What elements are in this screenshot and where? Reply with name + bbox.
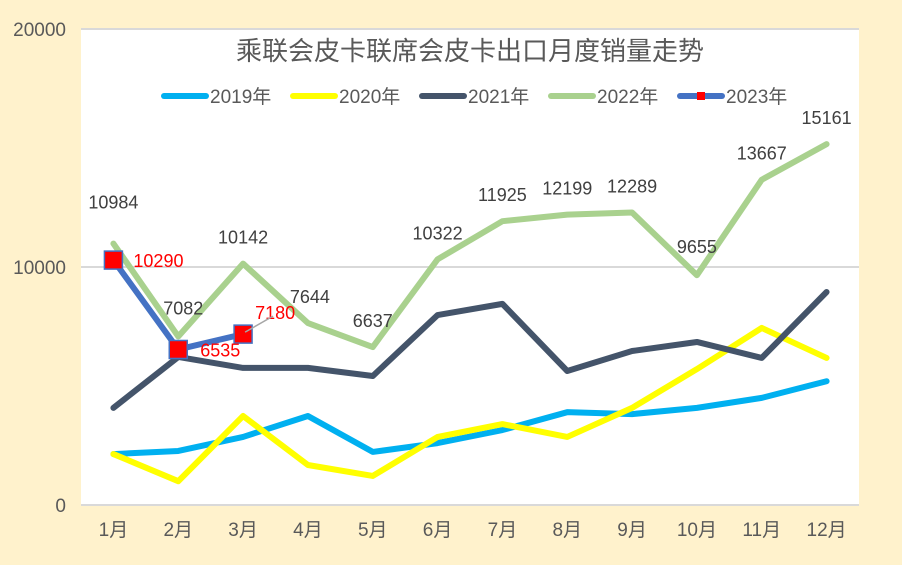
data-label: 9655 <box>677 237 717 257</box>
y-tick-label: 0 <box>55 496 66 517</box>
legend-label: 2022年 <box>597 86 658 108</box>
data-point-marker <box>233 324 253 344</box>
series-line-2020年 <box>110 324 830 485</box>
data-label: 12289 <box>607 177 657 197</box>
x-tick-label: 6月 <box>423 520 453 541</box>
data-labels: 10984 7082 10142 7644 6637 10322 11925 12199 122… <box>88 108 851 360</box>
data-label: 6637 <box>353 311 393 331</box>
legend-label: 2020年 <box>339 86 400 108</box>
data-label: 15161 <box>802 108 852 128</box>
data-point-marker <box>103 250 124 270</box>
x-axis-ticks: 1月 2月 3月 4月 5月 6月 7月 8月 9月 10月 11月 12月 <box>99 520 847 541</box>
x-tick-label: 10月 <box>677 520 717 541</box>
data-label: 11925 <box>478 185 527 205</box>
data-label: 6535 <box>200 340 240 360</box>
x-tick-label: 11月 <box>742 520 781 541</box>
data-label: 7180 <box>255 303 295 323</box>
y-tick-label: 20000 <box>13 20 66 41</box>
x-tick-label: 3月 <box>228 520 258 541</box>
series-lines <box>103 141 830 485</box>
legend-label: 2021年 <box>468 86 529 108</box>
data-label: 10322 <box>413 223 463 243</box>
legend-label: 2019年 <box>210 86 271 108</box>
data-label: 7644 <box>290 287 330 307</box>
data-label: 10142 <box>218 228 268 248</box>
series-line-2021年 <box>110 288 830 411</box>
series-line-2019年 <box>110 378 830 458</box>
data-label: 12199 <box>542 179 592 199</box>
x-tick-label: 2月 <box>163 520 193 541</box>
data-label: 13667 <box>737 144 787 164</box>
data-label: 10984 <box>88 193 138 213</box>
label-leader-line <box>244 315 274 333</box>
x-tick-label: 8月 <box>552 520 582 541</box>
y-tick-label: 10000 <box>13 258 66 279</box>
x-tick-label: 4月 <box>293 520 323 541</box>
x-tick-label: 12月 <box>807 520 847 541</box>
data-point-marker <box>168 339 188 360</box>
gridlines <box>81 28 859 506</box>
x-tick-label: 9月 <box>617 520 647 541</box>
chart-title: 乘联会皮卡联席会皮卡出口月度销量走势 <box>236 36 704 66</box>
x-tick-label: 1月 <box>99 520 129 541</box>
x-tick-label: 7月 <box>488 520 518 541</box>
legend-label: 2023年 <box>726 86 787 108</box>
series-line-2022年 <box>110 141 830 351</box>
y-axis-ticks: 0 10000 20000 <box>13 20 66 517</box>
x-tick-label: 5月 <box>358 520 388 541</box>
data-label: 7082 <box>163 298 203 318</box>
data-label: 10290 <box>133 251 183 271</box>
legend: 2019年 2020年 2021年 2022年 2023年 <box>161 86 787 108</box>
legend-marker <box>697 92 705 100</box>
